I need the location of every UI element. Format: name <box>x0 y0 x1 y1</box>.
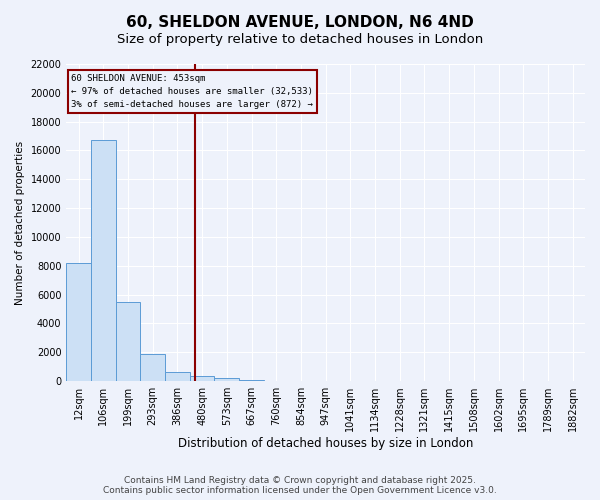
Text: Size of property relative to detached houses in London: Size of property relative to detached ho… <box>117 32 483 46</box>
Bar <box>91 140 116 381</box>
Bar <box>66 263 91 381</box>
Bar <box>190 376 214 381</box>
Text: 60 SHELDON AVENUE: 453sqm
← 97% of detached houses are smaller (32,533)
3% of se: 60 SHELDON AVENUE: 453sqm ← 97% of detac… <box>71 74 313 109</box>
Bar <box>165 372 190 381</box>
Bar <box>239 380 264 381</box>
Y-axis label: Number of detached properties: Number of detached properties <box>15 140 25 304</box>
Text: 60, SHELDON AVENUE, LONDON, N6 4ND: 60, SHELDON AVENUE, LONDON, N6 4ND <box>126 15 474 30</box>
Bar <box>140 354 165 381</box>
Bar <box>214 378 239 381</box>
Bar <box>116 302 140 381</box>
Text: Contains HM Land Registry data © Crown copyright and database right 2025.
Contai: Contains HM Land Registry data © Crown c… <box>103 476 497 495</box>
X-axis label: Distribution of detached houses by size in London: Distribution of detached houses by size … <box>178 437 473 450</box>
